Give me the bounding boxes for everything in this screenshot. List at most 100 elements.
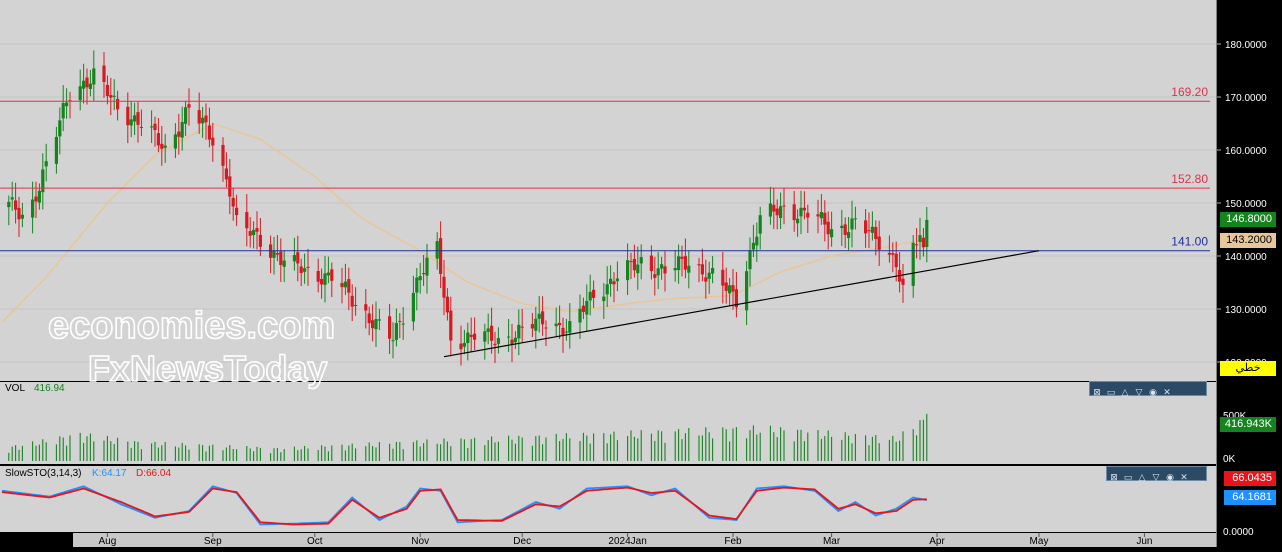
candle-body <box>751 242 755 250</box>
candle-body <box>235 207 239 216</box>
candle-body <box>156 133 160 146</box>
candle-body <box>486 328 490 332</box>
candle-body <box>177 131 181 137</box>
candle-body <box>248 231 252 236</box>
panel-maximize-button[interactable]: ⊠ <box>1093 388 1101 398</box>
stoch-label: SlowSTO(3,14,3) <box>5 468 82 479</box>
candle-body <box>592 289 596 298</box>
candle-body <box>673 267 677 271</box>
candle-body <box>541 311 545 325</box>
candle-body <box>687 265 691 273</box>
candle-body <box>493 343 497 346</box>
candle-body <box>394 323 398 340</box>
candle-body <box>870 226 874 233</box>
panel-maximize-button[interactable]: ⊠ <box>1110 473 1118 483</box>
candle-body <box>877 236 881 250</box>
candle-body <box>126 106 130 126</box>
stoch-axis-label: 0.0000 <box>1223 527 1254 538</box>
candle-body <box>887 252 891 255</box>
candle-body <box>354 304 358 306</box>
candle-body <box>272 250 276 258</box>
candle-body <box>605 284 609 295</box>
panel-down-button[interactable]: ▽ <box>1135 388 1143 398</box>
candle-body <box>303 268 307 272</box>
candle-body <box>374 319 378 330</box>
panel-settings-button[interactable]: ◉ <box>1166 473 1174 483</box>
candle-body <box>615 278 619 282</box>
stoch-k-tag: 64.1681 <box>1224 490 1276 505</box>
volume-axis-label: 500K <box>1223 411 1247 422</box>
panel-settings-button[interactable]: ◉ <box>1149 388 1157 398</box>
candle-body <box>840 225 844 229</box>
candle-body <box>112 95 116 97</box>
candle-body <box>799 207 803 217</box>
time-axis-bar <box>73 533 1216 547</box>
candle-body <box>150 126 154 128</box>
candle-body <box>775 208 779 216</box>
candle-body <box>41 169 45 193</box>
candle-body <box>915 244 919 246</box>
candle-body <box>507 336 511 338</box>
panel-restore-button[interactable]: ▭ <box>1123 473 1133 483</box>
candle-body <box>92 68 96 85</box>
candle-body <box>173 134 177 149</box>
panel-close-button[interactable]: ✕ <box>1163 388 1171 398</box>
candle-body <box>711 268 715 274</box>
candle-body <box>418 276 422 281</box>
stoch-panel-bg <box>0 466 1216 532</box>
candle-body <box>275 253 279 255</box>
candle-body <box>530 324 534 329</box>
candle-body <box>473 333 477 340</box>
candle-body <box>221 144 225 166</box>
candle-body <box>255 228 259 232</box>
watermark-line1: economies.com <box>48 305 335 347</box>
candle-body <box>306 266 310 268</box>
panel-up-button[interactable]: △ <box>1121 388 1129 398</box>
candle-body <box>411 292 415 322</box>
candle-body <box>54 136 58 164</box>
stoch-panel-toolbar: ⊠ ▭ △ ▽ ◉ ✕ <box>1106 466 1207 483</box>
candle-body <box>78 86 82 101</box>
candle-body <box>391 340 395 342</box>
time-axis-label: Jun <box>1136 536 1152 547</box>
candle-body <box>133 115 137 122</box>
time-axis-label: Aug <box>99 536 117 547</box>
scale-mode-button[interactable]: خطي <box>1220 361 1276 376</box>
candle-body <box>449 310 453 341</box>
candle-body <box>867 230 871 232</box>
price-axis-label: 160.0000 <box>1225 146 1267 157</box>
candle-body <box>282 260 286 267</box>
candle-body <box>918 235 922 243</box>
panel-restore-button[interactable]: ▭ <box>1106 388 1116 398</box>
time-axis-label: May <box>1030 536 1049 547</box>
candle-body <box>609 278 613 285</box>
watermark-line2: FxNewsToday <box>88 348 327 389</box>
trendline <box>443 250 1040 358</box>
panel-up-button[interactable]: △ <box>1138 473 1146 483</box>
candle-body <box>160 143 164 149</box>
candle-body <box>88 83 92 89</box>
candle-body <box>340 283 344 288</box>
candle-body <box>755 236 759 246</box>
panel-down-button[interactable]: ▽ <box>1152 473 1160 483</box>
candle-body <box>326 272 330 276</box>
candle-body <box>772 204 776 212</box>
candle-body <box>891 253 895 255</box>
level-label: 152.80 <box>1171 172 1208 186</box>
candle-body <box>853 218 857 220</box>
candle-body <box>796 218 800 224</box>
candle-body <box>37 190 41 203</box>
candle-body <box>435 241 439 259</box>
candle-body <box>279 251 283 265</box>
candle-body <box>847 232 851 239</box>
candle-body <box>7 201 11 208</box>
panel-close-button[interactable]: ✕ <box>1180 473 1188 483</box>
candle-body <box>734 289 738 308</box>
candle-body <box>768 203 772 217</box>
candle-body <box>700 264 704 275</box>
candle-body <box>323 273 327 285</box>
candle-body <box>683 256 687 270</box>
time-axis-label: Dec <box>513 536 531 547</box>
candle-body <box>466 332 470 344</box>
